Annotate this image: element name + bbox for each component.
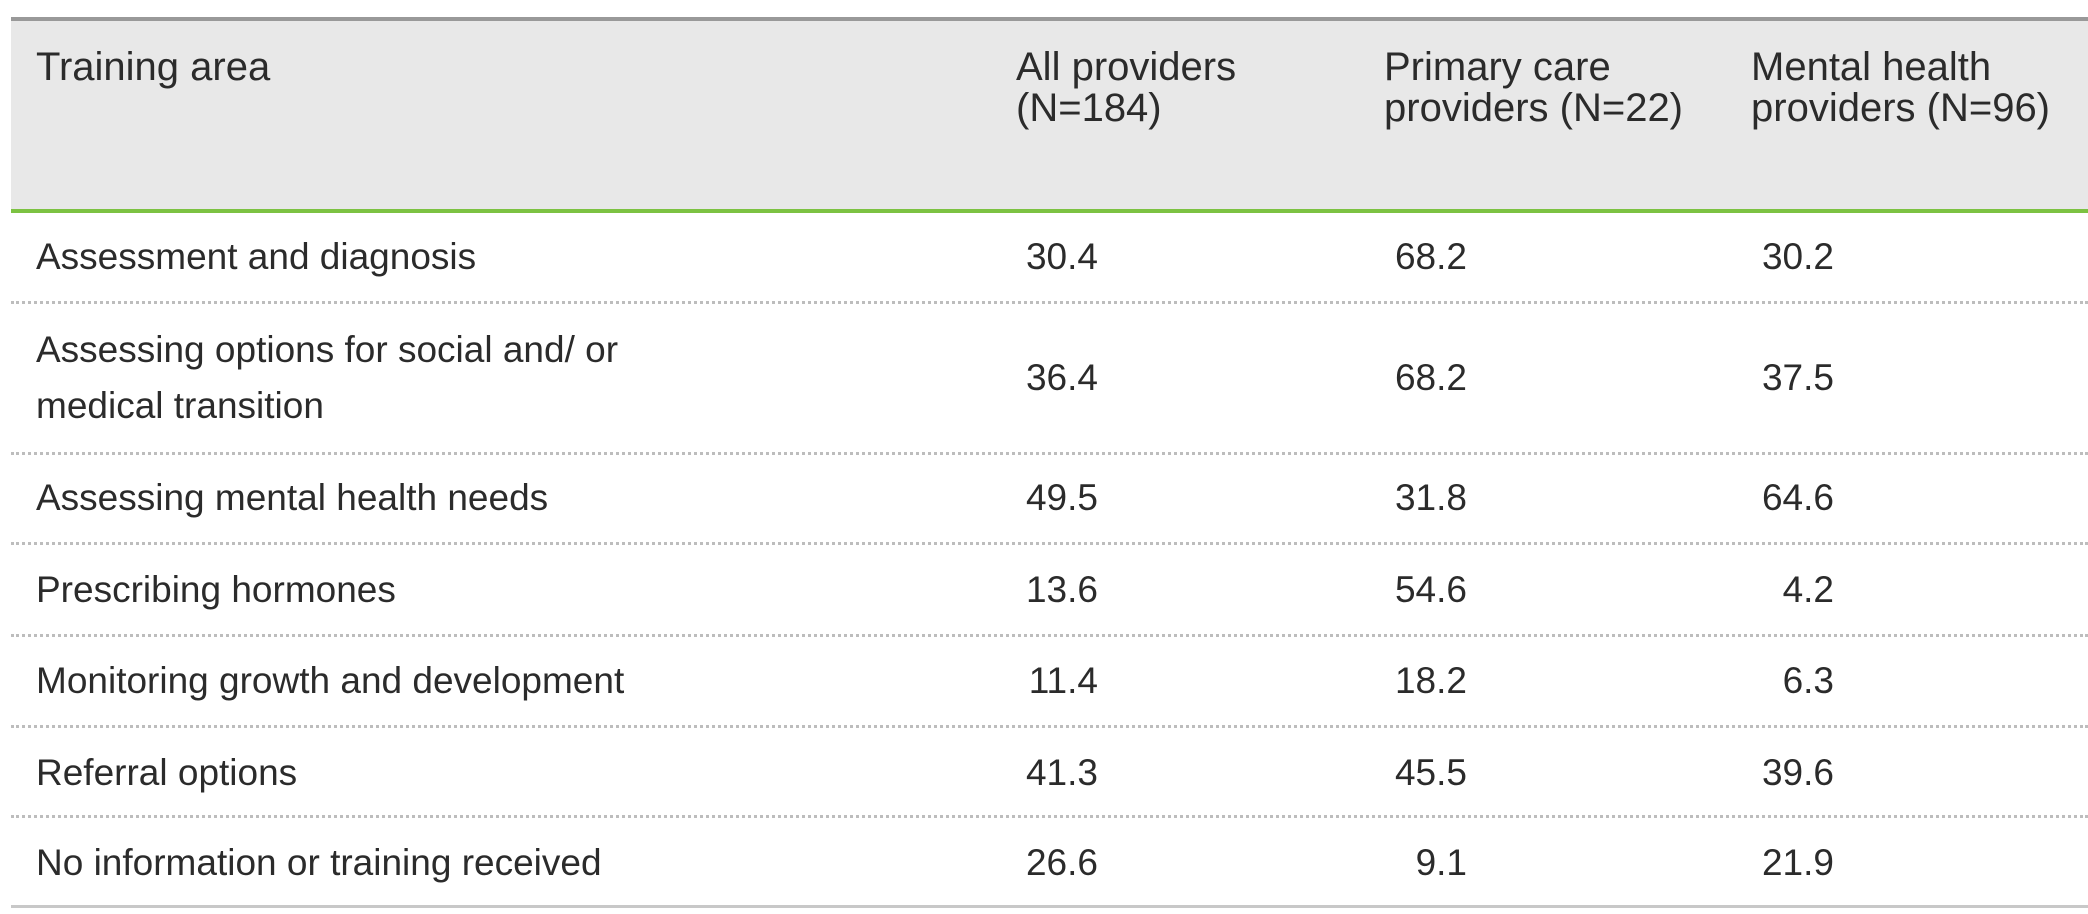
header-background	[11, 17, 2088, 209]
row-label: No information or training received	[36, 842, 602, 883]
cell-value: 54.6	[1394, 569, 1467, 610]
cell-value: 18.2	[1394, 660, 1467, 701]
row-separator	[11, 815, 2088, 818]
cell-value: 9.1	[1415, 842, 1467, 883]
header-cell: All providers (N=184)	[1016, 45, 1237, 130]
cell-value: 36.4	[1025, 357, 1098, 398]
row-label: Assessing mental health needs	[36, 477, 549, 518]
header-cell: Mental health providers (N=96)	[1751, 45, 2051, 130]
row-label: Referral options	[36, 752, 298, 793]
cell-value: 6.3	[1782, 660, 1834, 701]
cell-value: 39.6	[1761, 752, 1834, 793]
header-rule	[11, 209, 2088, 213]
row-separator	[11, 634, 2088, 637]
row-separator	[11, 725, 2088, 728]
cell-value: 31.8	[1394, 477, 1467, 518]
cell-value: 26.6	[1025, 842, 1098, 883]
row-separator	[11, 542, 2088, 545]
row-label: Prescribing hormones	[36, 569, 396, 610]
cell-value: 13.6	[1025, 569, 1098, 610]
cell-value: 21.9	[1761, 842, 1834, 883]
row-label: Assessment and diagnosis	[36, 236, 477, 277]
row-label: Monitoring growth and development	[36, 660, 625, 701]
cell-value: 64.6	[1761, 477, 1834, 518]
cell-value: 37.5	[1761, 357, 1834, 398]
cell-value: 30.4	[1025, 236, 1098, 277]
cell-value: 41.3	[1025, 752, 1098, 793]
table: Training area All providers (N=184) Primar…	[11, 17, 2088, 909]
cell-value: 45.5	[1394, 752, 1467, 793]
cell-value: 68.2	[1394, 236, 1467, 277]
header-cell: Primary care providers (N=22)	[1384, 45, 1684, 130]
cell-value: 49.5	[1025, 477, 1098, 518]
cell-value: 11.4	[1028, 660, 1098, 701]
row-label: Assessing options for social and/ or med…	[36, 329, 619, 426]
cell-value: 30.2	[1761, 236, 1834, 277]
cell-value: 4.2	[1782, 569, 1834, 610]
row-separator	[11, 301, 2088, 304]
header-cell: Training area	[36, 45, 271, 89]
bottom-rule	[11, 905, 2088, 908]
row-separator	[11, 452, 2088, 455]
cell-value: 68.2	[1394, 357, 1467, 398]
